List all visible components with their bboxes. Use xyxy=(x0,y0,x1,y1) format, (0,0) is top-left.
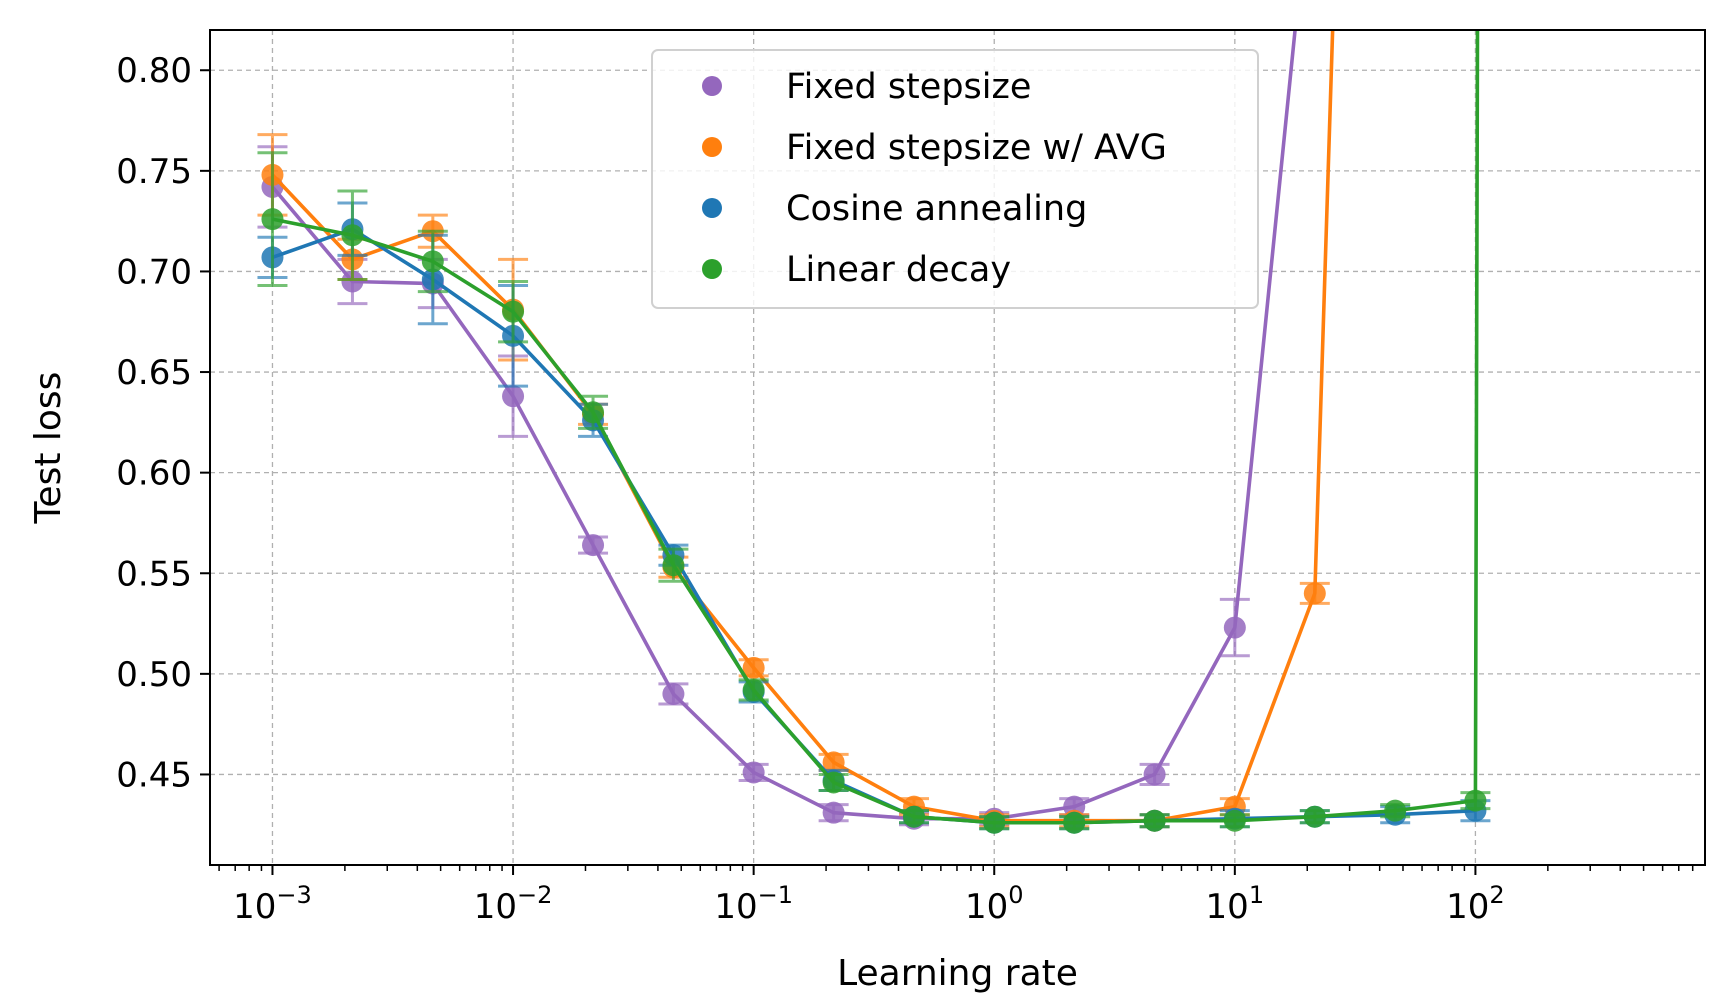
data-point xyxy=(822,771,845,794)
x-tick-label: 10−2 xyxy=(474,881,553,927)
y-tick-label: 0.55 xyxy=(116,554,192,594)
data-point xyxy=(502,385,525,408)
data-point xyxy=(742,656,765,679)
x-tick-label-base: 10 xyxy=(714,887,757,927)
y-tick-label: 0.80 xyxy=(116,51,192,91)
data-point xyxy=(1303,582,1326,605)
x-tick-label: 102 xyxy=(1446,881,1505,927)
data-point xyxy=(1143,809,1166,832)
y-tick-label: 0.65 xyxy=(116,353,192,393)
x-tick-label-exponent: −1 xyxy=(758,881,793,909)
y-tick-label: 0.45 xyxy=(116,755,192,795)
data-point xyxy=(742,761,765,784)
data-point xyxy=(261,208,284,231)
x-tick-label-exponent: −2 xyxy=(517,881,552,909)
data-point xyxy=(582,534,605,557)
data-point xyxy=(822,801,845,824)
data-point xyxy=(502,300,525,323)
legend-label: Linear decay xyxy=(786,250,1011,290)
x-tick-label-base: 10 xyxy=(233,887,276,927)
legend-label: Fixed stepsize xyxy=(786,67,1031,107)
legend: Fixed stepsize Fixed stepsize w/ AVG Cosin… xyxy=(651,49,1259,309)
legend-marker xyxy=(702,198,722,218)
data-point xyxy=(822,751,845,774)
data-point xyxy=(983,811,1006,834)
y-axis-title: Test loss xyxy=(28,372,69,525)
legend-item-cosine-annealing: Cosine annealing xyxy=(702,189,1087,229)
x-tick-label: 10−3 xyxy=(233,881,312,927)
data-point xyxy=(1063,811,1086,834)
data-point xyxy=(421,250,444,273)
data-point xyxy=(582,401,605,424)
data-point xyxy=(1223,809,1246,832)
y-tick-label: 0.50 xyxy=(116,655,192,695)
data-point xyxy=(341,224,364,247)
x-tick-label: 100 xyxy=(965,881,1024,927)
data-point xyxy=(1303,805,1326,828)
data-point xyxy=(1143,763,1166,786)
data-point xyxy=(1223,616,1246,639)
x-tick-label-exponent: 0 xyxy=(1008,881,1023,909)
data-point xyxy=(662,554,685,577)
x-tick-label-base: 10 xyxy=(1206,887,1249,927)
series-linear-decay xyxy=(257,29,1491,834)
legend-marker xyxy=(702,259,722,279)
legend-box xyxy=(651,49,1259,309)
x-tick-label-exponent: 2 xyxy=(1489,881,1504,909)
y-tick-label: 0.75 xyxy=(116,152,192,192)
legend-label: Fixed stepsize w/ AVG xyxy=(786,128,1167,168)
legend-marker xyxy=(702,137,722,157)
x-tick-label-base: 10 xyxy=(474,887,517,927)
data-point xyxy=(1384,799,1407,822)
legend-label: Cosine annealing xyxy=(786,189,1087,229)
x-tick-label-exponent: 1 xyxy=(1249,881,1264,909)
series-line xyxy=(271,29,1297,821)
legend-item-linear-decay: Linear decay xyxy=(702,250,1011,290)
x-tick-label-base: 10 xyxy=(1446,887,1489,927)
legend-marker xyxy=(702,76,722,96)
series-layer xyxy=(257,29,1491,834)
data-point xyxy=(903,805,926,828)
x-tick-label: 10−1 xyxy=(714,881,793,927)
data-point xyxy=(742,678,765,701)
legend-item-fixed-stepsize-w-avg: Fixed stepsize w/ AVG xyxy=(702,128,1167,168)
y-tick-label: 0.60 xyxy=(116,454,192,494)
x-tick-label-base: 10 xyxy=(965,887,1008,927)
y-tick-label: 0.70 xyxy=(116,252,192,292)
legend-item-fixed-stepsize: Fixed stepsize xyxy=(702,67,1031,107)
x-tick-label-exponent: −3 xyxy=(276,881,311,909)
x-axis-title: Learning rate xyxy=(837,953,1078,993)
x-tick-label: 101 xyxy=(1206,881,1265,927)
data-point xyxy=(341,270,364,293)
axis-ticks: 10−3 10−2 10−1 100 101 1020.450.500.550.600.6… xyxy=(116,51,1694,927)
data-point xyxy=(1464,789,1487,812)
data-point xyxy=(662,682,685,705)
